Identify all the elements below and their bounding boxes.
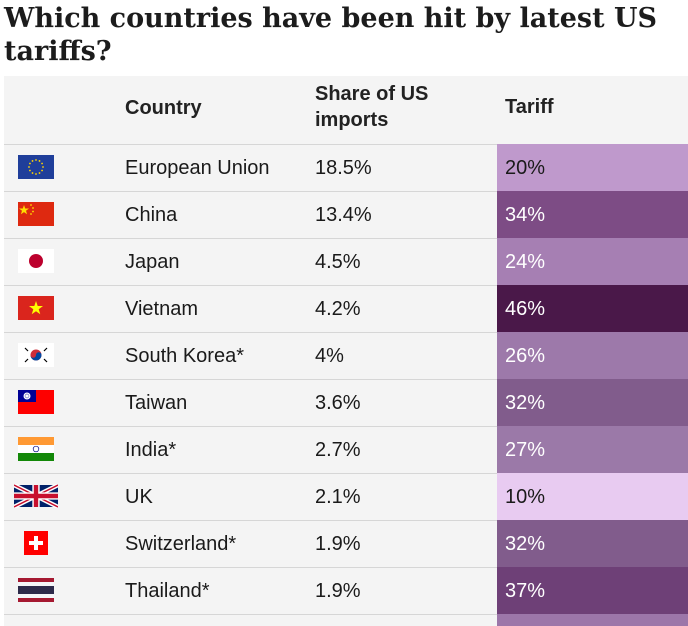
switzerland-flag-icon [14,531,58,555]
country-name: UK [125,486,153,508]
tariff-cell: 34% [497,191,688,239]
import-share: 4% [315,345,344,367]
table-tail-cell [497,614,688,626]
china-flag-icon [14,202,58,226]
column-header-country: Country [125,97,202,119]
table-header: Country Share of US imports Tariff [4,76,688,145]
table-row: Vietnam 4.2% 46% [4,285,688,333]
import-share: 18.5% [315,157,372,179]
import-share: 1.9% [315,580,361,602]
uk-flag-icon [14,484,58,508]
tariff-table: Country Share of US imports Tariff Europ… [4,76,688,626]
import-share: 13.4% [315,204,372,226]
table-row: China 13.4% 34% [4,191,688,239]
import-share: 2.7% [315,439,361,461]
country-name: Taiwan [125,392,188,414]
country-name: Japan [125,251,180,273]
taiwan-flag-icon [14,390,58,414]
table-row: South Korea* 4% 26% [4,332,688,380]
table-row: UK 2.1% 10% [4,473,688,521]
country-name: Switzerland* [125,533,237,555]
tariff-cell: 24% [497,238,688,286]
import-share: 1.9% [315,533,361,555]
table-row: Switzerland* 1.9% 32% [4,520,688,568]
tariff-cell: 27% [497,426,688,474]
table-row: European Union 18.5% 20% [4,144,688,192]
import-share: 3.6% [315,392,361,414]
tariff-cell: 32% [497,379,688,427]
tariff-cell: 37% [497,567,688,615]
tariff-cell: 10% [497,473,688,521]
table-row: Japan 4.5% 24% [4,238,688,286]
table-row: India* 2.7% 27% [4,426,688,474]
vietnam-flag-icon [14,296,58,320]
country-name: Thailand* [125,580,210,602]
tariff-cell: 20% [497,144,688,192]
tariff-cell: 26% [497,332,688,380]
india-flag-icon [14,437,58,461]
country-name: China [125,204,178,226]
south-korea-flag-icon [14,343,58,367]
column-header-tariff: Tariff [505,96,554,118]
country-name: European Union [125,157,270,179]
table-row: Thailand* 1.9% 37% [4,567,688,615]
column-header-share: Share of US imports [315,83,429,131]
japan-flag-icon [14,249,58,273]
import-share: 2.1% [315,486,361,508]
chart-title: Which countries have been hit by latest … [4,3,658,67]
tariff-cell: 46% [497,285,688,333]
table-row: Taiwan 3.6% 32% [4,379,688,427]
country-name: Vietnam [125,298,199,320]
import-share: 4.2% [315,298,361,320]
import-share: 4.5% [315,251,361,273]
country-name: South Korea* [125,345,244,367]
eu-flag-icon [14,155,58,179]
thailand-flag-icon [14,578,58,602]
country-name: India* [125,439,177,461]
tariff-cell: 32% [497,520,688,568]
